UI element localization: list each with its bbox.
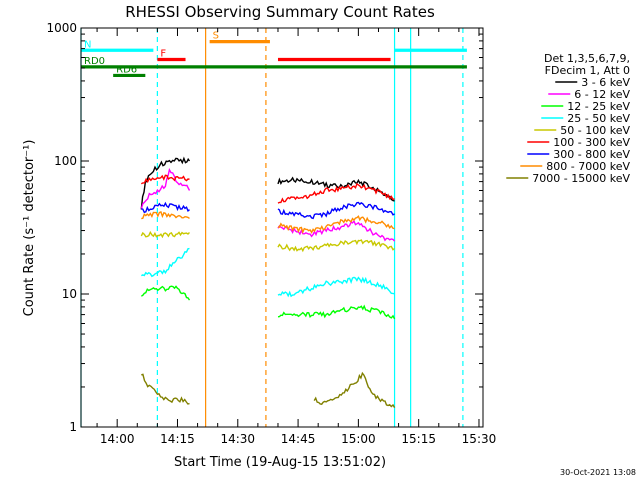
series-line-3-6-kev-0 — [140, 156, 191, 210]
series-line-12-25-kev-1 — [277, 304, 396, 320]
y-tick-label-1: 1 — [69, 420, 77, 434]
legend-entry-100-300-kev: 100 - 300 keV — [553, 136, 630, 149]
flag-label-f: F — [160, 48, 166, 59]
series-line-100-300-kev-1 — [277, 182, 395, 204]
footer-timestamp: 30-Oct-2021 13:08 — [560, 468, 636, 477]
x-tick-label-15-15: 15:15 — [401, 432, 436, 446]
legend-entry-25-50-kev: 25 - 50 keV — [567, 112, 630, 125]
series-line-7000-15000-kev-1 — [313, 371, 396, 408]
legend-entry-3-6-kev: 3 - 6 keV — [581, 76, 630, 89]
legend-entry-300-800-kev: 300 - 800 keV — [553, 148, 630, 161]
legend: Det 1,3,5,6,7,9,FDecim 1, Att 03 - 6 keV… — [506, 52, 630, 185]
series-line-7000-15000-kev-0 — [141, 373, 190, 405]
x-tick-label-15-00: 15:00 — [341, 432, 376, 446]
flag-label-n: N — [84, 39, 91, 50]
legend-header-1: FDecim 1, Att 0 — [545, 64, 630, 77]
series-line-800-7000-kev-1 — [277, 215, 395, 234]
series-line-100-300-kev-0 — [140, 174, 190, 185]
flag-label-rd0: RD0 — [84, 56, 105, 67]
legend-entry-12-25-kev: 12 - 25 keV — [567, 100, 630, 113]
series-line-50-100-kev-0 — [140, 230, 190, 239]
x-tick-label-14-15: 14:15 — [160, 432, 195, 446]
flag-label-s: S — [213, 31, 219, 42]
x-axis: 14:00 14:15 14:30 14:45 15:00 15:15 15:30 — [96, 28, 497, 446]
legend-header-0: Det 1,3,5,6,7,9, — [544, 52, 630, 65]
flag-label-rd6: RD6 — [116, 64, 137, 75]
legend-entry-6-12-kev: 6 - 12 keV — [574, 88, 630, 101]
y-tick-label-10: 10 — [62, 287, 77, 301]
y-tick-label-100: 100 — [54, 154, 77, 168]
series-line-50-100-kev-1 — [277, 239, 396, 253]
series-line-25-50-kev-1 — [277, 276, 395, 298]
x-axis-label: Start Time (19-Aug-15 13:51:02) — [174, 455, 386, 470]
series-line-300-800-kev-0 — [141, 201, 190, 214]
legend-entry-800-7000-kev: 800 - 7000 keV — [546, 160, 630, 173]
legend-entry-50-100-kev: 50 - 100 keV — [560, 124, 630, 137]
chart-title: RHESSI Observing Summary Count Rates — [125, 3, 435, 21]
legend-entry-7000-15000-kev: 7000 - 15000 keV — [532, 172, 630, 185]
series-line-800-7000-kev-0 — [141, 210, 190, 220]
series-line-12-25-kev-0 — [140, 285, 191, 301]
y-axis-label: Count Rate (s⁻¹ detector⁻¹) — [22, 140, 37, 317]
flag-bars: N S F RD0 RD6 — [81, 31, 467, 78]
vertical-markers — [80, 28, 464, 427]
series-line-300-800-kev-1 — [277, 201, 395, 220]
x-tick-label-14-00: 14:00 — [100, 432, 135, 446]
series-line-25-50-kev-0 — [141, 247, 190, 278]
x-tick-label-14-30: 14:30 — [220, 432, 255, 446]
y-axis: 1 10 100 1000 — [46, 21, 483, 434]
x-tick-label-14-45: 14:45 — [281, 432, 316, 446]
series-lines — [140, 156, 396, 408]
x-tick-label-15-30: 15:30 — [462, 432, 497, 446]
y-tick-label-1000: 1000 — [46, 21, 77, 35]
plot-frame — [80, 27, 484, 428]
series-line-6-12-kev-0 — [140, 167, 191, 209]
series-line-6-12-kev-1 — [277, 219, 396, 242]
